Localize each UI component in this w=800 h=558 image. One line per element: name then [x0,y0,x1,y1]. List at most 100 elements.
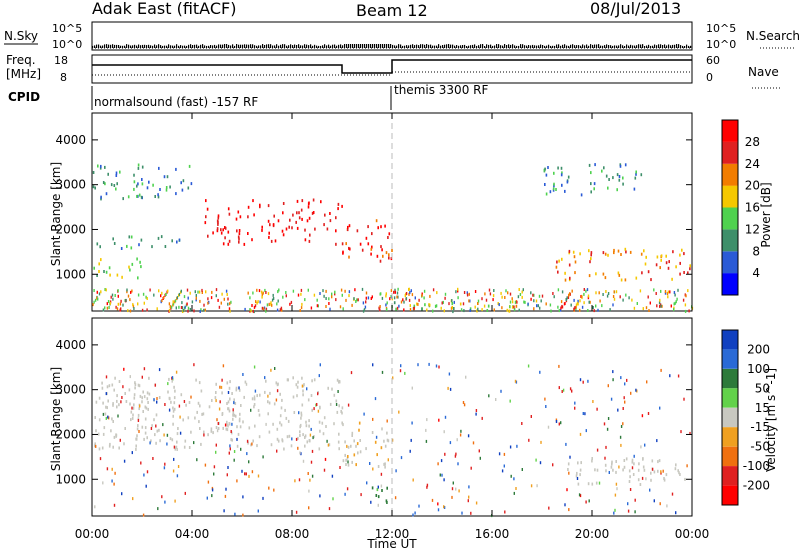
velocity-point [299,451,301,455]
power-point [581,294,583,298]
velocity-point [156,397,158,400]
velocity-point [133,396,136,400]
power-point [689,267,691,271]
power-point [272,293,274,297]
nsky-bar [480,44,482,48]
nsky-bar [150,45,152,48]
nsky-bar [640,44,642,48]
velocity-point [301,384,304,388]
velocity-point [400,456,403,460]
power-point [624,247,627,251]
velocity-point [222,364,225,368]
power-point [660,304,662,308]
power-point [474,290,477,293]
power-point [441,301,443,305]
power-point [514,300,517,304]
power-point [137,194,139,198]
power-point [289,302,291,306]
velocity-point [231,438,233,442]
power-point [581,305,584,309]
power-point [353,297,355,301]
nsky-tick-bottom: 10^0 [52,38,82,51]
velocity-point [346,444,348,448]
velocity-point [377,503,379,507]
power-point [655,292,657,295]
power-point [280,306,283,310]
velocity-point [324,457,327,461]
power-point [228,239,231,243]
velocity-point [344,440,346,444]
power-point [325,289,327,293]
power-point [112,237,114,241]
power-point [665,254,667,258]
power-point [276,308,279,312]
velocity-point [376,488,379,492]
power-point [138,193,141,197]
velocity-point [444,452,446,456]
power-point [99,245,101,249]
velocity-point [619,435,622,439]
power-point [477,307,479,311]
velocity-point [265,379,267,383]
velocity-point [627,502,629,506]
velocity-point [662,469,664,473]
velocity-point [112,445,114,449]
velocity-point [265,422,267,426]
velocity-colorbar-swatch [722,349,738,369]
power-point [397,287,399,291]
power-point [129,309,132,313]
nsky-bar [324,44,326,48]
velocity-point [426,485,428,489]
velocity-point [257,409,260,412]
nsky-bar [334,44,336,48]
velocity-point [309,433,312,437]
velocity-point [444,415,447,419]
power-point [371,232,373,236]
power-point [569,292,571,296]
velocity-point [200,442,202,446]
velocity-point [177,427,179,430]
velocity-point [220,385,223,389]
velocity-point [231,392,233,395]
nsky-bar [396,45,398,48]
power-point [488,288,491,292]
nsky-bar [312,45,314,48]
velocity-point [645,477,647,481]
power-point [203,303,205,307]
velocity-point [226,402,228,405]
velocity-point [404,371,406,375]
power-point [588,163,591,167]
power-point [348,255,350,259]
velocity-point [351,434,353,437]
power-point [653,288,655,292]
power-point [282,211,284,215]
power-point [615,290,618,294]
velocity-point [155,413,158,417]
velocity-point [221,391,223,395]
velocity-point [510,474,512,478]
velocity-point [575,474,578,478]
velocity-point [302,393,304,397]
power-point [586,288,589,292]
nsky-bar [662,45,664,48]
velocity-point [256,394,258,398]
nsky-bar [432,45,434,48]
nsky-bar [476,45,478,48]
velocity-point [158,368,161,372]
velocity-point [225,427,228,431]
power-point [291,226,293,230]
velocity-point [276,389,279,393]
velocity-point [176,448,178,451]
nsky-bar [690,45,692,48]
power-point [263,306,266,310]
power-point [298,211,300,215]
power-point [238,232,241,236]
power-point [365,300,367,304]
power-point [557,166,559,170]
power-point [613,297,616,301]
nsky-bar [138,44,140,48]
power-point [102,308,105,312]
velocity-point [300,413,303,417]
velocity-point [262,455,264,459]
power-point [673,308,675,312]
